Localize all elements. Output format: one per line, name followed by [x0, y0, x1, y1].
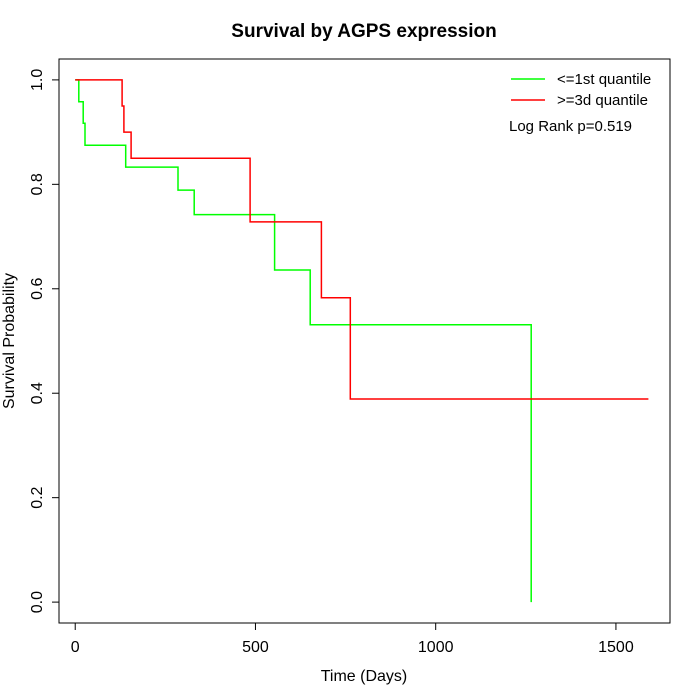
- x-tick-label: 0: [71, 639, 80, 656]
- x-tick-label: 500: [242, 639, 269, 656]
- log-rank-annotation: Log Rank p=0.519: [509, 118, 632, 135]
- series-line-low: [75, 79, 532, 603]
- y-tick-label: 0.0: [29, 591, 46, 613]
- series-line-high: [75, 79, 649, 400]
- chart-title: Survival by AGPS expression: [231, 21, 496, 42]
- x-tick-label: 1000: [418, 639, 454, 656]
- legend: <=1st quantile >=3d quantile: [511, 71, 651, 109]
- legend-label-high: >=3d quantile: [557, 92, 648, 109]
- y-tick-label: 0.4: [29, 382, 46, 404]
- y-tick-label: 0.2: [29, 486, 46, 508]
- series-layer: [75, 79, 649, 603]
- x-axis: 0 500 1000 1500: [71, 622, 634, 656]
- y-tick-label: 0.8: [29, 173, 46, 195]
- y-axis-label: Survival Probability: [1, 273, 18, 409]
- x-axis-label: Time (Days): [321, 668, 408, 685]
- y-tick-label: 1.0: [29, 69, 46, 91]
- y-tick-label: 0.6: [29, 278, 46, 300]
- y-axis: 0.0 0.2 0.4 0.6 0.8 1.0: [29, 69, 60, 613]
- x-tick-label: 1500: [598, 639, 634, 656]
- legend-label-low: <=1st quantile: [557, 71, 651, 88]
